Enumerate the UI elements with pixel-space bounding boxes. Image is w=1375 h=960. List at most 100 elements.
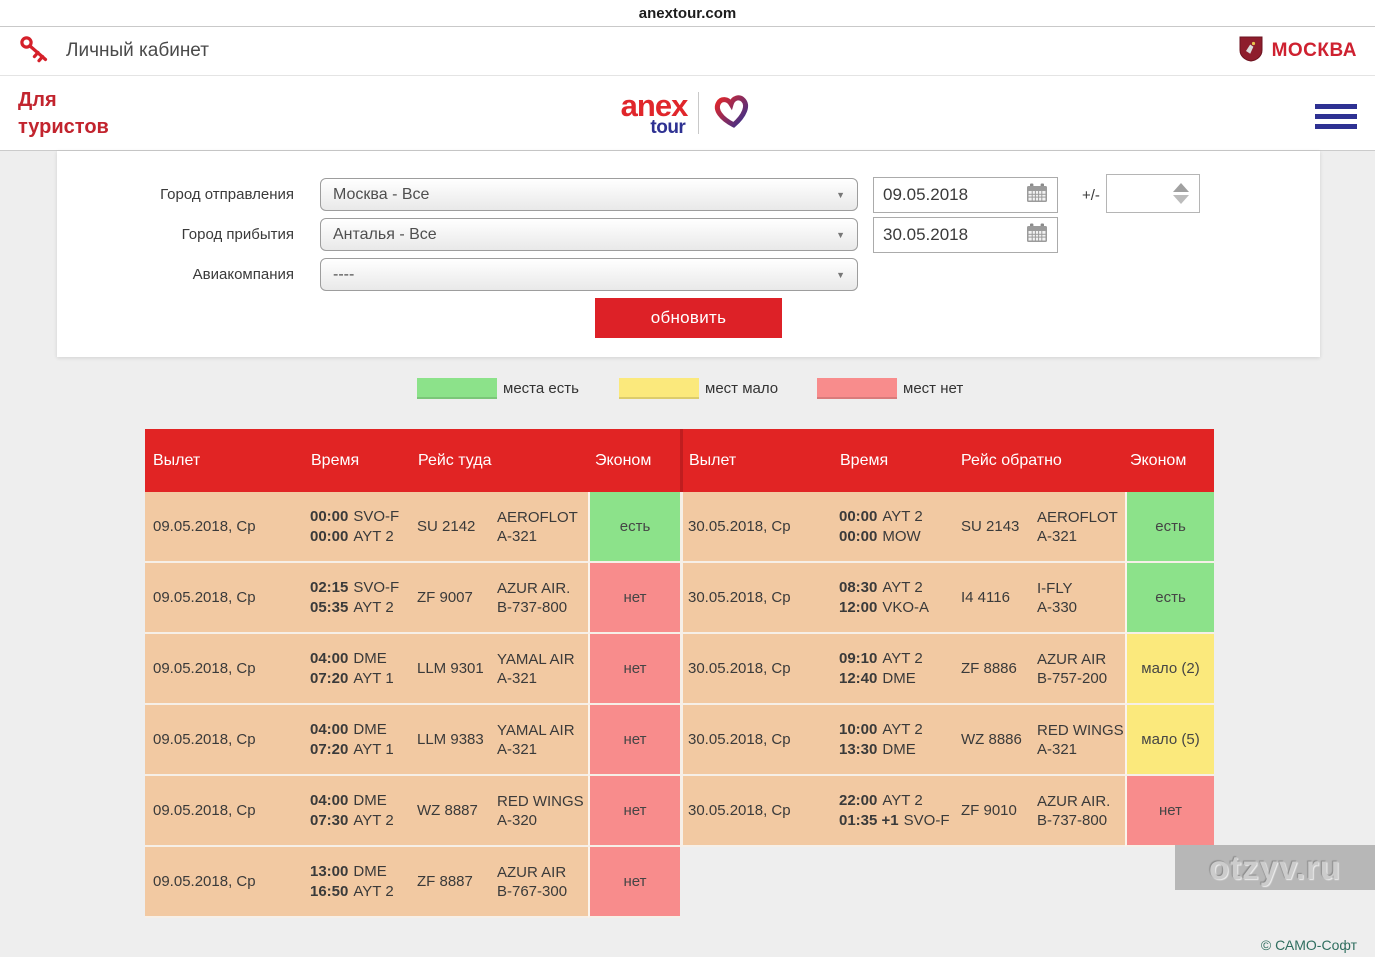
refresh-button[interactable]: обновить: [595, 298, 782, 338]
city-name: МОСКВА: [1271, 40, 1357, 61]
legend-available-swatch: [417, 378, 497, 399]
outbound-status: нет: [588, 705, 680, 776]
arrival-city-select[interactable]: Анталья - Все ▼: [320, 218, 858, 251]
personal-cabinet-link[interactable]: Личный кабинет: [18, 34, 209, 69]
outbound-flight-number: LLM 9301: [415, 634, 497, 705]
return-status: есть: [1125, 563, 1214, 634]
outbound-flight-number: ZF 9007: [415, 563, 497, 634]
return-airline: AZUR AIR. B-737-800: [1037, 776, 1125, 847]
logo-word-anex: anex: [620, 87, 689, 123]
outbound-flight-number: WZ 8887: [415, 776, 497, 847]
logo-divider: [698, 92, 700, 134]
return-date: 30.05.2018, Ср: [683, 634, 835, 705]
col-outbound-time: Время: [311, 451, 360, 469]
plusminus-label: +/-: [1082, 187, 1100, 204]
outbound-times: 04:00 DME 07:30 AYT 2: [300, 776, 415, 847]
table-row: 09.05.2018, Ср 04:00 DME 07:30 AYT 2 WZ 88…: [145, 776, 1214, 847]
return-date: 30.05.2018, Ср: [683, 563, 835, 634]
return-times: 08:30 AYT 2 12:00 VKO-A: [835, 563, 959, 634]
menu-button[interactable]: [1315, 104, 1357, 129]
brand-bar: Для туристов anex tour: [0, 76, 1375, 151]
date-from-value: 09.05.2018: [883, 185, 969, 204]
outbound-airline: AEROFLOT A-321: [497, 492, 588, 563]
anex-tour-logo[interactable]: anex tour: [621, 90, 755, 137]
city-selector[interactable]: МОСКВА: [1239, 36, 1357, 67]
legend-few: мест мало: [619, 378, 778, 399]
stepper-down-icon[interactable]: [1173, 195, 1189, 204]
table-header: Вылет Время Рейс туда Эконом Вылет Время…: [145, 429, 1214, 492]
return-date: 30.05.2018, Ср: [683, 492, 835, 563]
legend-none-label: мест нет: [903, 380, 964, 397]
departure-city-label: Город отправления: [160, 186, 294, 203]
return-airline: I-FLY A-330: [1037, 563, 1125, 634]
return-airline: RED WINGS A-321: [1037, 705, 1125, 776]
plusminus-stepper[interactable]: [1106, 174, 1200, 213]
outbound-date: 09.05.2018, Ср: [145, 847, 300, 918]
search-form-card: Город отправления Город прибытия Авиаком…: [57, 151, 1320, 357]
col-outbound-economy: Эконом: [595, 451, 652, 469]
chevron-down-icon: ▼: [836, 269, 845, 280]
chevron-down-icon: ▼: [836, 189, 845, 200]
tagline: Для туристов: [18, 87, 109, 141]
col-return-departure: Вылет: [689, 451, 737, 469]
outbound-date: 09.05.2018, Ср: [145, 776, 300, 847]
personal-cabinet-label: Личный кабинет: [66, 40, 209, 61]
return-flight-number: ZF 9010: [959, 776, 1037, 847]
outbound-date: 09.05.2018, Ср: [145, 492, 300, 563]
return-date: 30.05.2018, Ср: [683, 776, 835, 847]
return-status: есть: [1125, 492, 1214, 563]
copyright: © САМО-Софт: [1260, 937, 1357, 953]
outbound-status: нет: [588, 776, 680, 847]
account-bar: Личный кабинет МОСКВА: [0, 27, 1375, 76]
return-status: мало (5): [1125, 705, 1214, 776]
table-row: 09.05.2018, Ср 00:00 SVO-F 00:00 AYT 2 SU …: [145, 492, 1214, 563]
airline-label: Авиакомпания: [192, 266, 294, 283]
arrival-city-value: Анталья - Все: [333, 225, 437, 243]
arrival-city-label: Город прибытия: [181, 226, 294, 243]
date-to-input[interactable]: 30.05.2018: [873, 217, 1058, 253]
legend-none: мест нет: [817, 378, 963, 399]
tagline-line1: Для: [18, 89, 57, 111]
chevron-down-icon: ▼: [836, 229, 845, 240]
site-url: anextour.com: [638, 4, 737, 22]
return-airline: AEROFLOT A-321: [1037, 492, 1125, 563]
col-return-economy: Эконом: [1130, 451, 1187, 469]
airline-value: ----: [333, 265, 355, 283]
return-airline: AZUR AIR B-757-200: [1037, 634, 1125, 705]
departure-city-value: Москва - Все: [333, 185, 430, 203]
logo-word-tour: tour: [650, 116, 686, 138]
airline-select[interactable]: ---- ▼: [320, 258, 858, 291]
date-from-input[interactable]: 09.05.2018: [873, 177, 1058, 213]
legend-few-label: мест мало: [705, 380, 779, 397]
outbound-airline: YAMAL AIR A-321: [497, 634, 588, 705]
flights-table: Вылет Время Рейс туда Эконом Вылет Время…: [145, 429, 1214, 918]
outbound-flight-number: SU 2142: [415, 492, 497, 563]
stepper-up-icon[interactable]: [1173, 183, 1189, 192]
table-row: 09.05.2018, Ср 04:00 DME 07:20 AYT 1 LLM 9…: [145, 705, 1214, 776]
outbound-airline: AZUR AIR. B-737-800: [497, 563, 588, 634]
outbound-date: 09.05.2018, Ср: [145, 705, 300, 776]
outbound-flight-number: LLM 9383: [415, 705, 497, 776]
outbound-times: 00:00 SVO-F 00:00 AYT 2: [300, 492, 415, 563]
return-status: нет: [1125, 776, 1214, 847]
return-flight-number: WZ 8886: [959, 705, 1037, 776]
hamburger-icon: [1315, 104, 1357, 109]
watermark: otzyv.ru: [1175, 845, 1375, 890]
return-times: 10:00 AYT 2 13:30 DME: [835, 705, 959, 776]
outbound-date: 09.05.2018, Ср: [145, 634, 300, 705]
table-row: 09.05.2018, Ср 13:00 DME 16:50 AYT 2 ZF 88…: [145, 847, 1214, 918]
departure-city-select[interactable]: Москва - Все ▼: [320, 178, 858, 211]
outbound-airline: RED WINGS A-320: [497, 776, 588, 847]
tagline-line2: туристов: [18, 116, 109, 138]
calendar-icon: [1026, 183, 1048, 208]
legend-none-swatch: [817, 378, 897, 399]
return-times: 09:10 AYT 2 12:40 DME: [835, 634, 959, 705]
outbound-times: 02:15 SVO-F 05:35 AYT 2: [300, 563, 415, 634]
outbound-flight-number: ZF 8887: [415, 847, 497, 918]
outbound-status: есть: [588, 492, 680, 563]
table-row: 09.05.2018, Ср 04:00 DME 07:20 AYT 1 LLM 9…: [145, 634, 1214, 705]
return-times: 00:00 AYT 2 00:00 MOW: [835, 492, 959, 563]
outbound-status: нет: [588, 634, 680, 705]
outbound-airline: YAMAL AIR A-321: [497, 705, 588, 776]
